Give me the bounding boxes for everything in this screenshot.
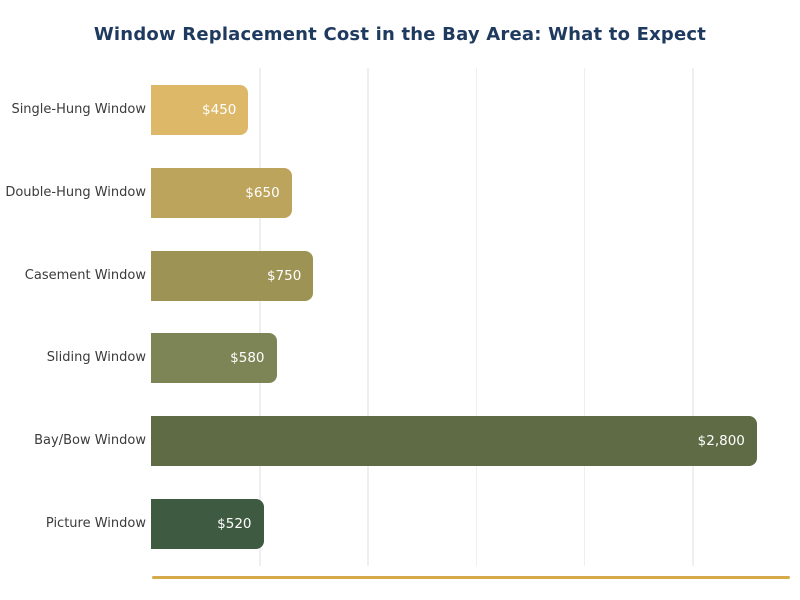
bar-value-label: $2,800 <box>697 433 745 450</box>
category-label: Single-Hung Window <box>11 102 146 117</box>
chart-title: Window Replacement Cost in the Bay Area:… <box>93 24 707 45</box>
category-label: Sliding Window <box>46 350 146 366</box>
gridline-1500 <box>475 68 478 566</box>
bar[interactable]: $520 <box>151 499 264 549</box>
x-axis-line <box>152 576 790 579</box>
bar-value-label: $580 <box>230 350 265 367</box>
category-label: Bay/Bow Window <box>34 433 146 449</box>
bar-value-label: $450 <box>202 102 237 118</box>
gridline-2000 <box>583 68 586 566</box>
bar[interactable]: $580 <box>151 333 277 384</box>
category-label: Casement Window <box>24 267 146 283</box>
bar[interactable]: $2,800 <box>151 416 757 467</box>
bar-value-label: $520 <box>217 516 252 532</box>
bar[interactable]: $450 <box>151 85 249 135</box>
bar-value-label: $750 <box>266 267 302 284</box>
category-label: Picture Window <box>45 516 146 531</box>
bar[interactable]: $650 <box>151 167 292 218</box>
gridline-1000 <box>367 68 369 566</box>
bar[interactable]: $750 <box>151 250 314 301</box>
gridline-500 <box>259 68 261 566</box>
gridline-2500 <box>692 68 694 566</box>
bar-value-label: $650 <box>245 184 280 201</box>
category-label: Double-Hung Window <box>5 184 146 200</box>
